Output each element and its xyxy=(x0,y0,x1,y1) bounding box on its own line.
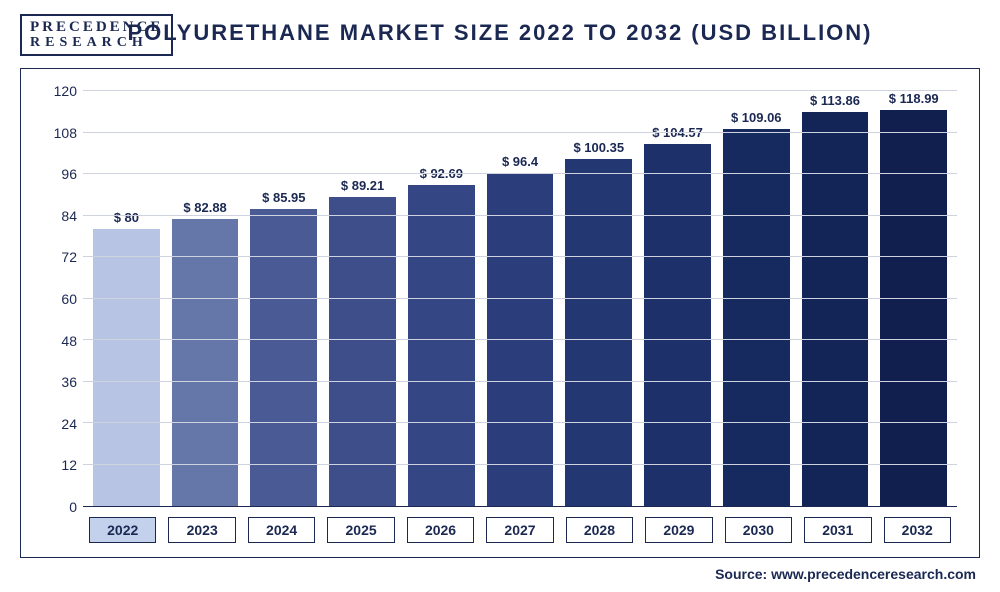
y-tick: 96 xyxy=(61,166,77,182)
x-slot: 2025 xyxy=(321,517,400,543)
header: PRECEDENCE RESEARCH POLYURETHANE MARKET … xyxy=(20,14,980,46)
x-category-label: 2032 xyxy=(884,517,951,543)
bar-slot: $ 100.35 xyxy=(559,91,638,506)
x-category-label: 2031 xyxy=(804,517,871,543)
bar-value-label: $ 82.88 xyxy=(183,200,226,215)
logo-line2: RESEARCH xyxy=(30,36,163,51)
grid-line xyxy=(83,464,957,465)
plot-area: $ 80 $ 82.88 $ 85.95 $ 89.21 $ 92.69 $ 96.4 $ … xyxy=(83,91,957,507)
y-tick: 12 xyxy=(61,457,77,473)
x-category-label: 2029 xyxy=(645,517,712,543)
x-slot: 2032 xyxy=(878,517,957,543)
chart-frame: 0 12 24 36 48 60 72 84 96 108 120 $ 80 $ 82.88 $ 85.… xyxy=(20,68,980,558)
y-tick: 84 xyxy=(61,208,77,224)
bar-slot: $ 118.99 xyxy=(874,91,953,506)
grid-line xyxy=(83,381,957,382)
bar-slot: $ 113.86 xyxy=(796,91,875,506)
y-tick: 108 xyxy=(54,125,77,141)
x-slot: 2028 xyxy=(560,517,639,543)
bar-slot: $ 85.95 xyxy=(244,91,323,506)
bar xyxy=(723,129,790,506)
x-category-label: 2028 xyxy=(566,517,633,543)
x-category-label: 2025 xyxy=(327,517,394,543)
source-text: Source: www.precedenceresearch.com xyxy=(20,566,980,582)
x-category-label: 2030 xyxy=(725,517,792,543)
bar-value-label: $ 80 xyxy=(114,210,139,225)
bars-container: $ 80 $ 82.88 $ 85.95 $ 89.21 $ 92.69 $ 96.4 $ … xyxy=(83,91,957,506)
bar-slot: $ 80 xyxy=(87,91,166,506)
bar xyxy=(565,159,632,506)
bar xyxy=(408,185,475,506)
grid-line xyxy=(83,132,957,133)
y-tick: 36 xyxy=(61,374,77,390)
bar-value-label: $ 96.4 xyxy=(502,154,538,169)
x-slot: 2023 xyxy=(162,517,241,543)
y-tick: 72 xyxy=(61,249,77,265)
grid-line xyxy=(83,339,957,340)
y-tick: 0 xyxy=(69,499,77,515)
bar-value-label: $ 85.95 xyxy=(262,190,305,205)
bar-slot: $ 92.69 xyxy=(402,91,481,506)
x-slot: 2030 xyxy=(719,517,798,543)
bar xyxy=(329,197,396,506)
bar xyxy=(250,209,317,506)
bar-slot: $ 96.4 xyxy=(481,91,560,506)
grid-line xyxy=(83,215,957,216)
logo-box: PRECEDENCE RESEARCH xyxy=(20,14,173,56)
grid-line xyxy=(83,90,957,91)
bar xyxy=(880,110,947,506)
y-tick: 60 xyxy=(61,291,77,307)
y-axis: 01224364860728496108120 xyxy=(43,91,83,507)
x-slot: 2029 xyxy=(639,517,718,543)
bar-value-label: $ 118.99 xyxy=(889,91,939,106)
bar-slot: $ 82.88 xyxy=(166,91,245,506)
bar-value-label: $ 89.21 xyxy=(341,178,384,193)
x-category-label: 2022 xyxy=(89,517,156,543)
x-slot: 2031 xyxy=(798,517,877,543)
x-category-label: 2024 xyxy=(248,517,315,543)
bar-value-label: $ 104.57 xyxy=(652,125,703,140)
bar-value-label: $ 109.06 xyxy=(731,110,782,125)
x-axis: 2022 2023 2024 2025 2026 2027 2028 2029 2030 2031… xyxy=(43,517,957,543)
x-category-label: 2023 xyxy=(168,517,235,543)
grid-line xyxy=(83,422,957,423)
bar-slot: $ 104.57 xyxy=(638,91,717,506)
bar-slot: $ 109.06 xyxy=(717,91,796,506)
grid-line xyxy=(83,298,957,299)
x-slot: 2026 xyxy=(401,517,480,543)
bar xyxy=(802,112,869,506)
bar xyxy=(93,229,160,506)
logo-line1: PRECEDENCE xyxy=(30,20,163,36)
bar-slot: $ 89.21 xyxy=(323,91,402,506)
x-category-label: 2027 xyxy=(486,517,553,543)
x-category-label: 2026 xyxy=(407,517,474,543)
chart-title: POLYURETHANE MARKET SIZE 2022 TO 2032 (U… xyxy=(127,20,872,46)
y-tick: 24 xyxy=(61,416,77,432)
x-slot: 2024 xyxy=(242,517,321,543)
x-slot: 2027 xyxy=(480,517,559,543)
bar-value-label: $ 100.35 xyxy=(573,140,624,155)
plot-row: 01224364860728496108120 $ 80$ 82.88$ 85.… xyxy=(43,91,957,507)
y-tick: 120 xyxy=(54,83,77,99)
grid-line xyxy=(83,256,957,257)
x-slot: 2022 xyxy=(83,517,162,543)
y-tick: 48 xyxy=(61,333,77,349)
grid-line xyxy=(83,173,957,174)
bar xyxy=(644,144,711,506)
bar-value-label: $ 113.86 xyxy=(810,93,860,108)
